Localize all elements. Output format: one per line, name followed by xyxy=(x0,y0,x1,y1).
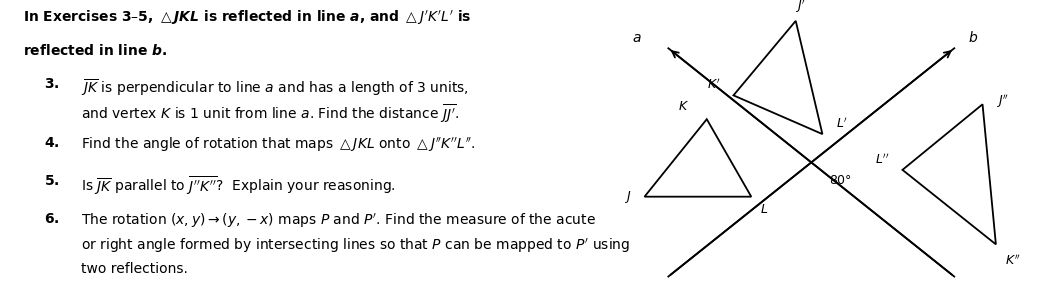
Text: and vertex $K$ is 1 unit from line $a$. Find the distance $\overline{JJ'}$.: and vertex $K$ is 1 unit from line $a$. … xyxy=(80,103,459,125)
Text: $L'$: $L'$ xyxy=(836,117,848,131)
Text: reflected in line $\boldsymbol{b}$.: reflected in line $\boldsymbol{b}$. xyxy=(23,43,167,58)
Text: $\overline{JK}$ is perpendicular to line $a$ and has a length of 3 units,: $\overline{JK}$ is perpendicular to line… xyxy=(80,77,468,99)
Text: $b$: $b$ xyxy=(968,30,977,45)
Text: or right angle formed by intersecting lines so that $P$ can be mapped to $P'$ us: or right angle formed by intersecting li… xyxy=(80,237,630,255)
Text: $\mathbf{5.}$: $\mathbf{5.}$ xyxy=(44,174,59,188)
Text: $a$: $a$ xyxy=(632,31,642,45)
Text: $K''$: $K''$ xyxy=(1005,253,1021,268)
Text: Find the angle of rotation that maps $\triangle JKL$ onto $\triangle J''K''L''$.: Find the angle of rotation that maps $\t… xyxy=(80,136,475,154)
Text: $\mathbf{6.}$: $\mathbf{6.}$ xyxy=(44,212,59,226)
Text: $80°$: $80°$ xyxy=(829,174,852,187)
Text: Is $\overline{JK}$ parallel to $\overline{J''K''}$?  Explain your reasoning.: Is $\overline{JK}$ parallel to $\overlin… xyxy=(80,174,395,197)
Text: two reflections.: two reflections. xyxy=(80,262,187,276)
Text: $K'$: $K'$ xyxy=(706,78,720,92)
Text: In Exercises 3–5, $\mathbf{\triangle}\boldsymbol{JKL}$ is reflected in line $\bo: In Exercises 3–5, $\mathbf{\triangle}\bo… xyxy=(23,9,471,27)
Text: $J$: $J$ xyxy=(624,189,631,205)
Text: $J'$: $J'$ xyxy=(794,0,806,15)
Text: $\mathbf{4.}$: $\mathbf{4.}$ xyxy=(44,136,59,150)
Text: $L$: $L$ xyxy=(760,203,769,216)
Text: $L''$: $L''$ xyxy=(875,152,890,167)
Text: $K$: $K$ xyxy=(678,100,689,113)
Text: $J''$: $J''$ xyxy=(995,93,1009,110)
Text: The rotation $(x, y) \rightarrow (y, -x)$ maps $P$ and $P'$. Find the measure of: The rotation $(x, y) \rightarrow (y, -x)… xyxy=(80,212,595,230)
Text: $\mathbf{3.}$: $\mathbf{3.}$ xyxy=(44,77,59,91)
